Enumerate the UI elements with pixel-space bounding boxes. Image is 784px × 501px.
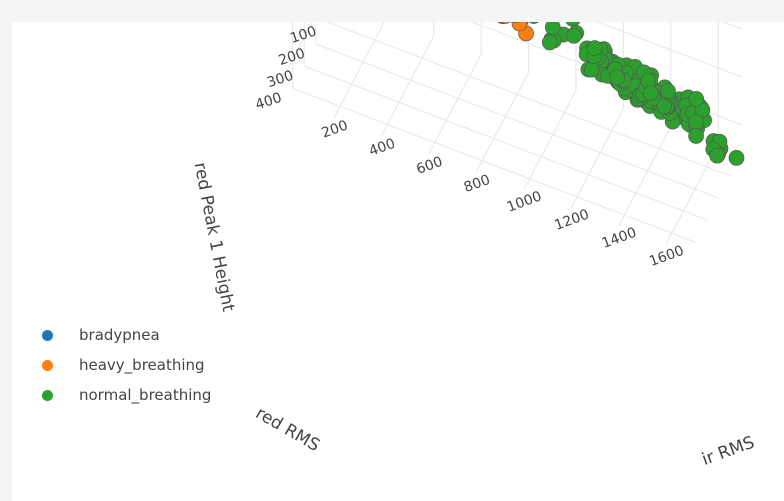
grid-line [523, 90, 577, 191]
y-tick-label: 400 [253, 90, 283, 113]
grid-line [315, 43, 719, 199]
x-axis-ticks: 200 400 600 800 1000 1200 1400 1600 [320, 118, 687, 271]
grid-line [333, 22, 385, 118]
x-tick-label: 400 [367, 136, 398, 160]
point-normal-breathing [688, 128, 704, 144]
y-tick-label: 200 [277, 46, 307, 69]
legend-marker-bradypnea [42, 329, 53, 341]
point-normal-breathing [688, 114, 705, 131]
data-points [497, 22, 745, 166]
grid-line [428, 53, 482, 154]
grid-line [570, 108, 624, 209]
grid-line [381, 35, 435, 136]
grid-line [722, 22, 743, 30]
y-tick-label: 300 [265, 68, 295, 91]
point-normal-breathing [709, 147, 726, 164]
x-tick-label: 600 [414, 154, 445, 178]
legend-item-heavy-breathing[interactable]: heavy_breathing [42, 356, 205, 374]
point-normal-breathing [583, 61, 600, 78]
legend-item-bradypnea[interactable]: bradypnea [42, 326, 160, 344]
y-axis-label: red RMS [252, 403, 323, 456]
point-normal-breathing [544, 22, 561, 36]
legend-item-normal-breathing[interactable]: normal_breathing [42, 386, 211, 404]
grid-line [475, 72, 530, 172]
grid-line [292, 87, 696, 243]
legend-marker-heavy-breathing [42, 359, 53, 371]
x-tick-label: 1600 [647, 243, 686, 270]
grid-line [327, 22, 731, 177]
grid-line [304, 65, 708, 221]
x-tick-label: 1200 [552, 207, 591, 234]
point-normal-breathing [656, 98, 673, 115]
grid-line [596, 22, 743, 78]
point-normal-breathing [541, 34, 558, 51]
z-axis-label: red Peak 1 Height [190, 161, 239, 314]
point-normal-breathing [728, 150, 745, 166]
point-normal-breathing [642, 85, 659, 102]
grid-line [665, 144, 719, 245]
x-tick-label: 1400 [600, 225, 639, 252]
point-normal-breathing [528, 22, 539, 24]
point-heavy-breathing [511, 22, 528, 32]
point-normal-breathing [586, 40, 603, 56]
grid-lines [286, 22, 743, 245]
grid-line [286, 22, 313, 71]
point-heavy-breathing [500, 22, 511, 24]
point-normal-breathing [566, 27, 582, 44]
point-normal-breathing [609, 69, 626, 86]
legend-label: normal_breathing [79, 386, 212, 404]
grid-line [618, 126, 672, 227]
y-tick-label: 100 [288, 23, 318, 46]
x-tick-label: 200 [320, 118, 351, 142]
legend-label: bradypnea [79, 326, 160, 344]
x-tick-label: 800 [462, 172, 493, 196]
point-normal-breathing [688, 91, 705, 107]
x-tick-label: 1000 [505, 188, 544, 215]
legend-label: heavy_breathing [79, 356, 205, 374]
point-normal-breathing [660, 83, 676, 99]
legend-marker-normal-breathing [42, 389, 53, 401]
x-axis-label: ir RMS [699, 433, 757, 470]
point-heavy-breathing [512, 22, 520, 23]
